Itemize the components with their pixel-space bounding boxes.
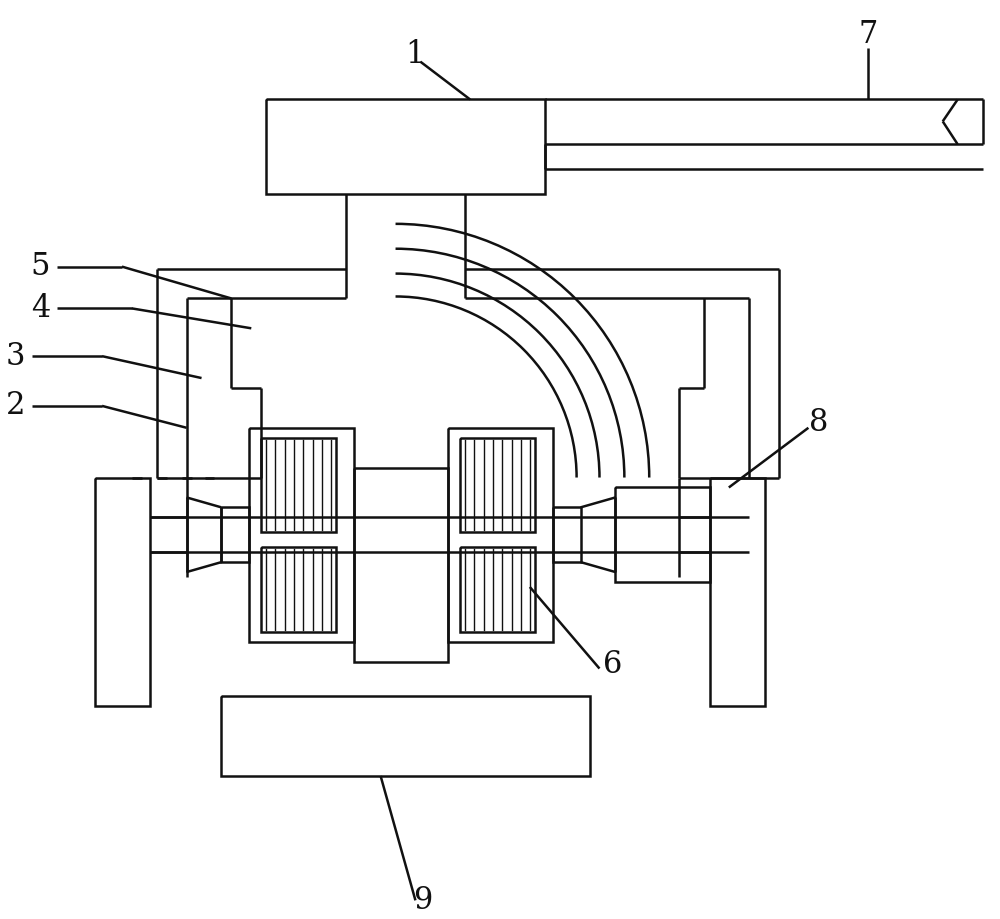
Text: 7: 7: [858, 19, 878, 51]
Text: 8: 8: [809, 407, 828, 438]
Text: 2: 2: [6, 391, 25, 422]
Text: 9: 9: [413, 885, 432, 916]
Text: 3: 3: [6, 341, 25, 371]
Text: 5: 5: [31, 251, 50, 282]
Text: 1: 1: [406, 40, 425, 70]
Text: 4: 4: [31, 293, 50, 323]
Text: 6: 6: [603, 649, 622, 680]
